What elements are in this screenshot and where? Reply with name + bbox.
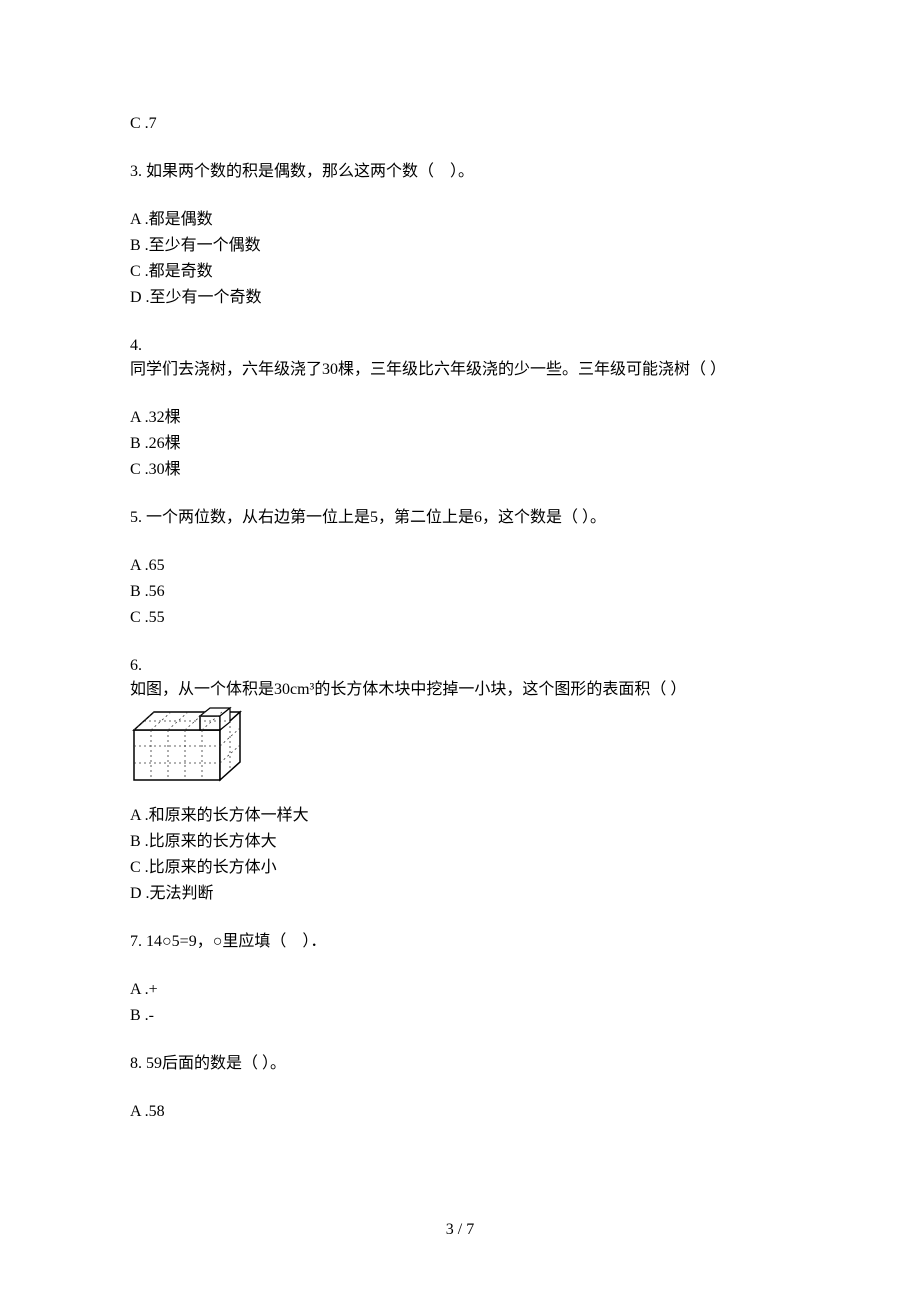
- q5-option-c: C .55: [130, 606, 790, 630]
- q6-figure: [130, 706, 790, 784]
- q6-text: 如图，从一个体积是30cm³的长方体木块中挖掉一小块，这个图形的表面积（ ）: [130, 678, 790, 702]
- q3-text: 3. 如果两个数的积是偶数，那么这两个数（ ）。: [130, 160, 790, 184]
- q3-option-a: A .都是偶数: [130, 208, 790, 232]
- cuboid-figure-icon: [130, 706, 250, 784]
- q4-num: 4.: [130, 334, 790, 358]
- q3-options: A .都是偶数 B .至少有一个偶数 C .都是奇数 D .至少有一个奇数: [130, 208, 790, 310]
- q8-options: A .58: [130, 1100, 790, 1124]
- q3-option-c: C .都是奇数: [130, 260, 790, 284]
- prev-option-c: C .7: [130, 112, 790, 136]
- q3-option-d: D .至少有一个奇数: [130, 286, 790, 310]
- q6-option-b: B .比原来的长方体大: [130, 830, 790, 854]
- q6-option-c: C .比原来的长方体小: [130, 856, 790, 880]
- q6-num: 6.: [130, 654, 790, 678]
- q8-text: 8. 59后面的数是（ ）。: [130, 1052, 790, 1076]
- q4-option-c: C .30棵: [130, 458, 790, 482]
- q8-option-a: A .58: [130, 1100, 790, 1124]
- q7-option-b: B .-: [130, 1004, 790, 1028]
- q5-option-a: A .65: [130, 554, 790, 578]
- q7-text: 7. 14○5=9，○里应填（ ）．: [130, 930, 790, 954]
- q7-option-a: A .+: [130, 978, 790, 1002]
- q7-options: A .+ B .-: [130, 978, 790, 1028]
- q6-option-a: A .和原来的长方体一样大: [130, 804, 790, 828]
- q4-option-a: A .32棵: [130, 406, 790, 430]
- q4-options: A .32棵 B .26棵 C .30棵: [130, 406, 790, 482]
- q6-option-d: D .无法判断: [130, 882, 790, 906]
- q5-options: A .65 B .56 C .55: [130, 554, 790, 630]
- q4-text: 同学们去浇树，六年级浇了30棵，三年级比六年级浇的少一些。三年级可能浇树（ ）: [130, 358, 790, 382]
- q5-text: 5. 一个两位数，从右边第一位上是5，第二位上是6，这个数是（ ）。: [130, 506, 790, 530]
- q6-options: A .和原来的长方体一样大 B .比原来的长方体大 C .比原来的长方体小 D …: [130, 804, 790, 906]
- page-number: 3 / 7: [0, 1218, 920, 1242]
- q3-option-b: B .至少有一个偶数: [130, 234, 790, 258]
- q4-option-b: B .26棵: [130, 432, 790, 456]
- q5-option-b: B .56: [130, 580, 790, 604]
